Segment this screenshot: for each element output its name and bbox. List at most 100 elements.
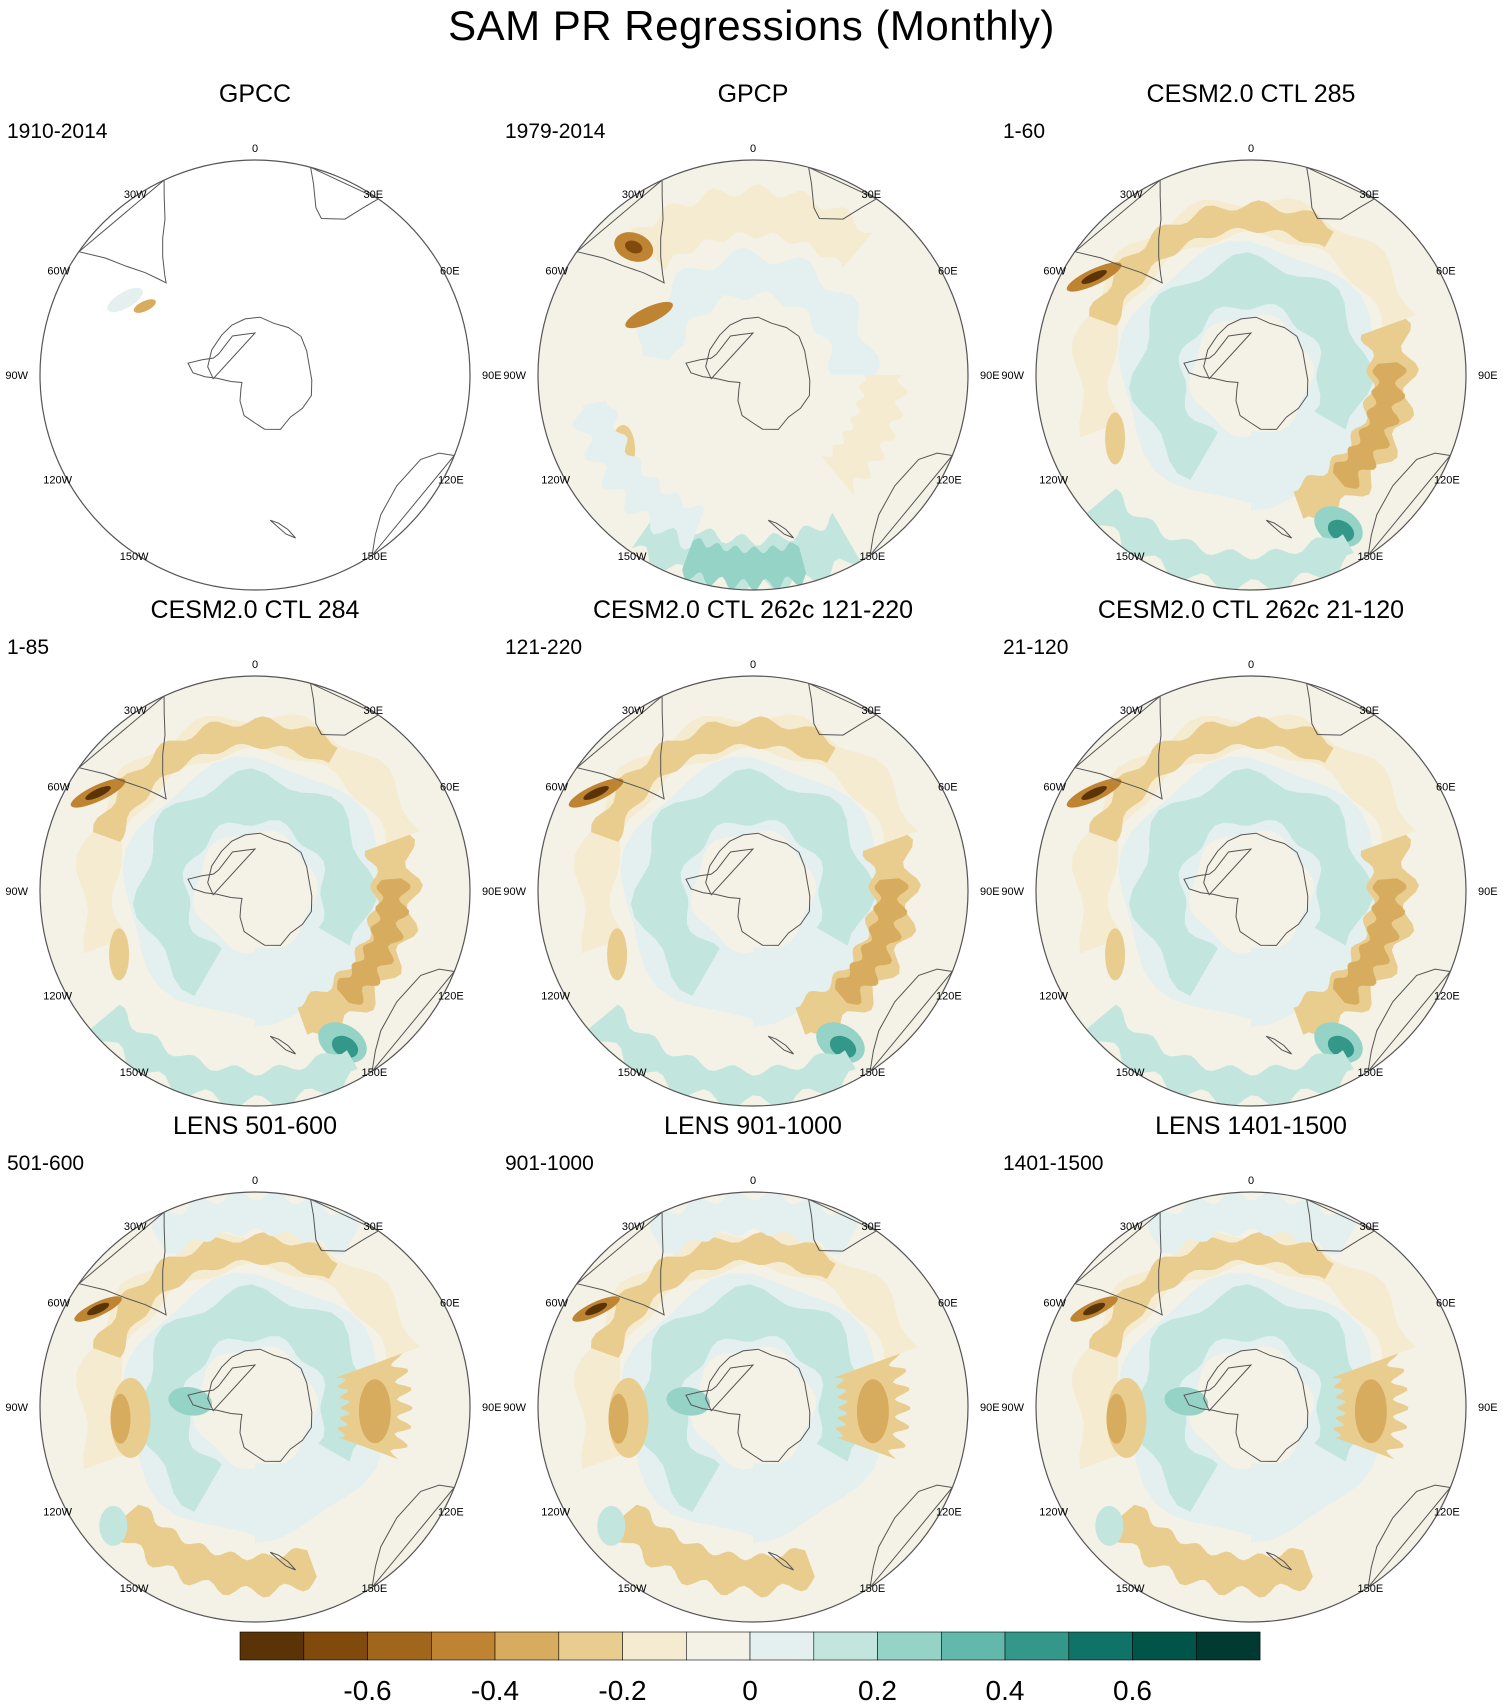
anomaly-patch	[168, 1386, 213, 1416]
map-boundary	[537, 675, 969, 1107]
longitude-label: 30W	[124, 189, 147, 201]
longitude-label: 120W	[541, 1507, 570, 1519]
longitude-label: 150W	[618, 1067, 647, 1079]
longitude-label: 120E	[936, 1507, 962, 1519]
longitude-label: 60E	[938, 266, 958, 278]
coastline	[767, 1035, 794, 1055]
coastline	[807, 682, 878, 736]
map-panel-lens-1401: LENS 1401-1500 1401-1500 0 30E 60E 90E 120E 1…	[1001, 1112, 1501, 1630]
panel-period: 501-600	[7, 1152, 85, 1175]
coastline	[1073, 1211, 1163, 1316]
contour-band	[1111, 1504, 1313, 1598]
map-boundary	[1035, 159, 1467, 591]
contour-band	[88, 1004, 358, 1106]
map-panel-lens-501: LENS 501-600 501-600 0 30E 60E 90E 120E 150E 1…	[5, 1112, 505, 1630]
map-panel-lens-901: LENS 901-1000 901-1000 0 30E 60E 90E 120E 150…	[503, 1112, 1003, 1630]
longitude-label: 60E	[1436, 1298, 1456, 1310]
longitude-label: 120E	[936, 991, 962, 1003]
panel-title: CESM2.0 CTL 285	[1146, 80, 1356, 108]
anomaly-patch	[1081, 270, 1107, 284]
map-panel-cesm-285: CESM2.0 CTL 285 1-60 0 30E 60E 90E 120E 150E 1…	[1001, 80, 1501, 598]
colorbar-swatch	[1196, 1631, 1261, 1661]
coastline	[187, 1348, 313, 1462]
contour-band	[1128, 252, 1374, 480]
longitude-label: 180	[1242, 1113, 1260, 1114]
panel-title: GPCC	[218, 80, 292, 108]
longitude-label: 60W	[1043, 782, 1066, 794]
map-panel-cesm-262c-121: CESM2.0 CTL 262c 121-220 121-220 0 30E 60E…	[503, 596, 1003, 1114]
longitude-label: 120W	[1039, 1507, 1068, 1519]
longitude-label: 180	[1242, 1629, 1260, 1630]
coastline	[767, 519, 794, 539]
colorbar-swatch	[1068, 1631, 1133, 1661]
map-boundary	[1035, 1191, 1467, 1623]
longitude-label: 60E	[1436, 266, 1456, 278]
longitude-label: 0	[252, 143, 258, 155]
longitude-label: 60W	[47, 1298, 70, 1310]
panel-period: 21-120	[1003, 636, 1069, 659]
colorbar-tick-label: -0.6	[343, 1675, 391, 1705]
polar-map: 0 30E 60E 90E 120E 150E 180 150W 120W 90W 60W 30W	[503, 1175, 1000, 1630]
longitude-label: 90W	[5, 886, 28, 898]
longitude-label: 180	[744, 1113, 762, 1114]
contour-band	[1084, 1004, 1354, 1106]
panel-period: 1-85	[7, 636, 50, 659]
colorbar-tick-label: 0.4	[986, 1675, 1025, 1705]
precip-field	[40, 676, 470, 1106]
anomaly-patch	[1164, 1386, 1209, 1416]
longitude-label: 60W	[47, 782, 70, 794]
anomaly-patch	[583, 786, 609, 800]
contour-band	[93, 1232, 338, 1358]
coastline	[1305, 1198, 1376, 1252]
coastline	[77, 695, 167, 800]
colorbar-swatch	[494, 1631, 560, 1661]
longitude-label: 90W	[1001, 886, 1024, 898]
anomaly-patch	[1327, 1035, 1355, 1059]
contour-band	[572, 401, 705, 550]
coastline	[309, 166, 380, 220]
coastline	[1265, 1551, 1292, 1571]
colorbar-swatch	[1132, 1631, 1197, 1661]
panel-period: 1979-2014	[505, 120, 606, 143]
panel-title: CESM2.0 CTL 262c 21-120	[1097, 596, 1405, 624]
coastline	[685, 1348, 811, 1462]
longitude-label: 120E	[1434, 1507, 1460, 1519]
precip-field	[538, 676, 968, 1106]
longitude-label: 30W	[1120, 705, 1143, 717]
contour-band	[1147, 1192, 1356, 1255]
longitude-label: 0	[750, 1175, 756, 1187]
anomaly-patch	[1327, 519, 1355, 543]
longitude-label: 0	[252, 659, 258, 671]
anomaly-patch	[1106, 1393, 1127, 1444]
longitude-label: 90W	[5, 370, 28, 382]
longitude-label: 150E	[860, 1583, 886, 1595]
anomaly-patch	[829, 1035, 857, 1059]
coastline	[869, 452, 954, 558]
longitude-label: 120W	[43, 475, 72, 487]
contour-band	[586, 1004, 856, 1106]
contour-band	[630, 184, 873, 271]
longitude-label: 150W	[1116, 1067, 1145, 1079]
longitude-label: 60E	[1436, 782, 1456, 794]
colorbar-swatch	[1004, 1631, 1070, 1661]
panel-title: CESM2.0 CTL 284	[150, 596, 360, 624]
longitude-label: 90E	[1478, 1402, 1498, 1414]
anomaly-patch	[1105, 412, 1126, 465]
longitude-label: 90E	[482, 1402, 502, 1414]
coastline	[807, 166, 878, 220]
anomaly-patch	[1095, 1505, 1124, 1546]
coastline	[685, 316, 811, 430]
longitude-label: 30W	[1120, 189, 1143, 201]
anomaly-patch	[358, 1379, 391, 1444]
longitude-label: 30E	[1360, 1221, 1380, 1233]
coastline	[1265, 519, 1292, 539]
longitude-label: 180	[246, 1629, 264, 1630]
anomaly-patch	[625, 301, 673, 329]
longitude-label: 120W	[541, 475, 570, 487]
coastline	[1265, 1035, 1292, 1055]
panel-title: LENS 901-1000	[664, 1112, 842, 1140]
colorbar-swatch	[239, 1631, 305, 1661]
coastline	[269, 1035, 296, 1055]
colorbar-tick-label: 0	[742, 1675, 758, 1705]
longitude-label: 90E	[980, 1402, 1000, 1414]
